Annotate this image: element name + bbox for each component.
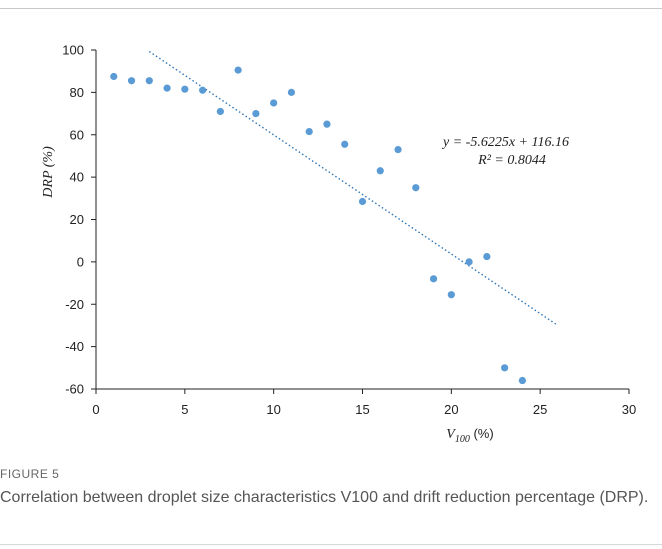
- data-point: [376, 167, 384, 175]
- data-point: [145, 77, 153, 85]
- data-point: [216, 107, 224, 116]
- data-point: [199, 86, 207, 94]
- trendline-equation: y = -5.6225x + 116.16: [441, 135, 569, 150]
- x-axis-title-subscript: 100: [455, 434, 470, 445]
- y-tick-label: 0: [77, 254, 84, 269]
- y-tick-label: 20: [70, 212, 84, 227]
- data-point: [252, 109, 260, 118]
- x-axis-title-main: V: [446, 427, 456, 442]
- x-tick-label: 10: [266, 402, 280, 417]
- y-tick-label: 60: [70, 127, 84, 142]
- trendline: [148, 50, 559, 327]
- data-point: [341, 140, 349, 148]
- data-point: [323, 120, 331, 128]
- y-tick-label: 40: [70, 170, 84, 185]
- x-tick-label: 15: [355, 402, 369, 417]
- y-tick-label: 100: [62, 43, 84, 58]
- y-tick-label: 80: [70, 85, 84, 100]
- scatter-chart: 100 80 60 40 20 0 -20 -40 -60 0 5 10 15 20 25 30 y = -…: [41, 43, 636, 446]
- x-tick-label: 20: [444, 402, 458, 417]
- data-point: [501, 364, 509, 372]
- data-point: [394, 145, 402, 154]
- trendline-group: [148, 50, 559, 327]
- data-point: [465, 258, 473, 266]
- x-axis-ticks: 0 5 10 15 20 25 30: [92, 389, 636, 417]
- y-tick-label: -60: [65, 382, 84, 397]
- x-axis-title-unit: (%): [470, 426, 494, 441]
- top-divider: [0, 8, 662, 9]
- data-point: [305, 127, 313, 136]
- data-point: [234, 66, 242, 74]
- data-point: [181, 85, 189, 93]
- bottom-divider: [0, 544, 662, 545]
- x-tick-label: 0: [92, 402, 99, 417]
- x-tick-label: 25: [533, 402, 547, 417]
- data-point: [518, 376, 527, 385]
- data-point: [287, 88, 296, 96]
- data-point: [412, 184, 420, 192]
- data-point: [447, 291, 455, 299]
- data-point: [270, 99, 278, 107]
- trendline-r-squared: R² = 0.8044: [477, 153, 546, 168]
- chart-axes: [95, 50, 629, 390]
- data-point: [163, 84, 171, 92]
- y-tick-label: -20: [65, 297, 84, 312]
- data-point: [358, 197, 367, 206]
- data-point: [110, 72, 118, 81]
- data-point: [429, 275, 438, 283]
- figure-label: FIGURE 5: [0, 467, 60, 481]
- x-tick-label: 5: [181, 402, 188, 417]
- y-tick-label: -40: [65, 339, 84, 354]
- data-point: [483, 252, 491, 261]
- data-point: [127, 77, 136, 85]
- data-points: [110, 66, 527, 385]
- y-axis-title: DRP (%): [41, 146, 56, 199]
- y-axis-ticks: 100 80 60 40 20 0 -20 -40 -60: [62, 43, 96, 397]
- figure-caption: Correlation between droplet size charact…: [0, 489, 649, 506]
- x-axis-title: V100 (%): [446, 426, 493, 445]
- x-tick-label: 30: [622, 402, 636, 417]
